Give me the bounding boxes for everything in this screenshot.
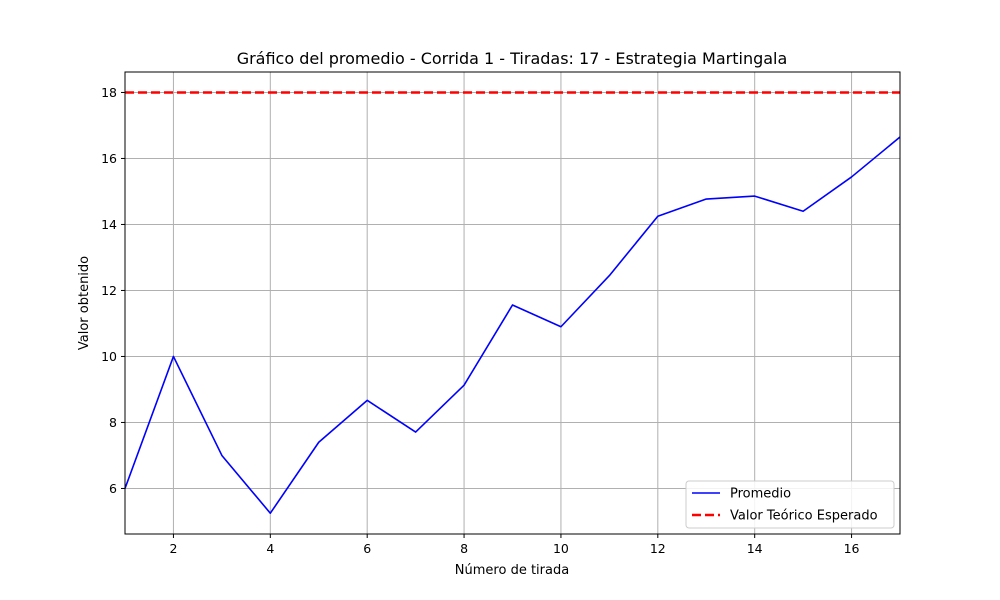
series-layer	[124, 91, 901, 515]
ticks: 2 4 6 8 10 12 14 16 6 8 10 12 14 16 18	[101, 85, 859, 556]
x-tick-label: 8	[460, 541, 468, 556]
y-tick-label: 8	[109, 415, 117, 430]
x-tick-label: 10	[553, 541, 569, 556]
y-axis-label: Valor obtenido	[77, 256, 92, 350]
plot-frame	[124, 71, 901, 535]
y-tick-label: 10	[101, 349, 117, 364]
x-tick-label: 4	[266, 541, 274, 556]
series-line-promedio	[124, 136, 901, 515]
x-tick-label: 12	[650, 541, 666, 556]
x-tick-label: 6	[363, 541, 371, 556]
grid	[125, 72, 900, 534]
x-axis-label: Número de tirada	[455, 563, 569, 578]
y-tick-label: 16	[101, 151, 117, 166]
y-tick-label: 18	[101, 85, 117, 100]
y-tick-label: 12	[101, 283, 117, 298]
legend: Promedio Valor Teórico Esperado	[685, 480, 895, 529]
x-tick-label: 16	[844, 541, 860, 556]
x-tick-label: 2	[169, 541, 177, 556]
y-tick-label: 6	[109, 481, 117, 496]
legend-box	[685, 480, 895, 529]
legend-label: Valor Teórico Esperado	[730, 509, 878, 524]
x-tick-label: 14	[747, 541, 763, 556]
legend-label: Promedio	[730, 487, 791, 502]
y-tick-label: 14	[101, 217, 117, 232]
chart-title: Gráfico del promedio - Corrida 1 - Tirad…	[237, 49, 788, 68]
